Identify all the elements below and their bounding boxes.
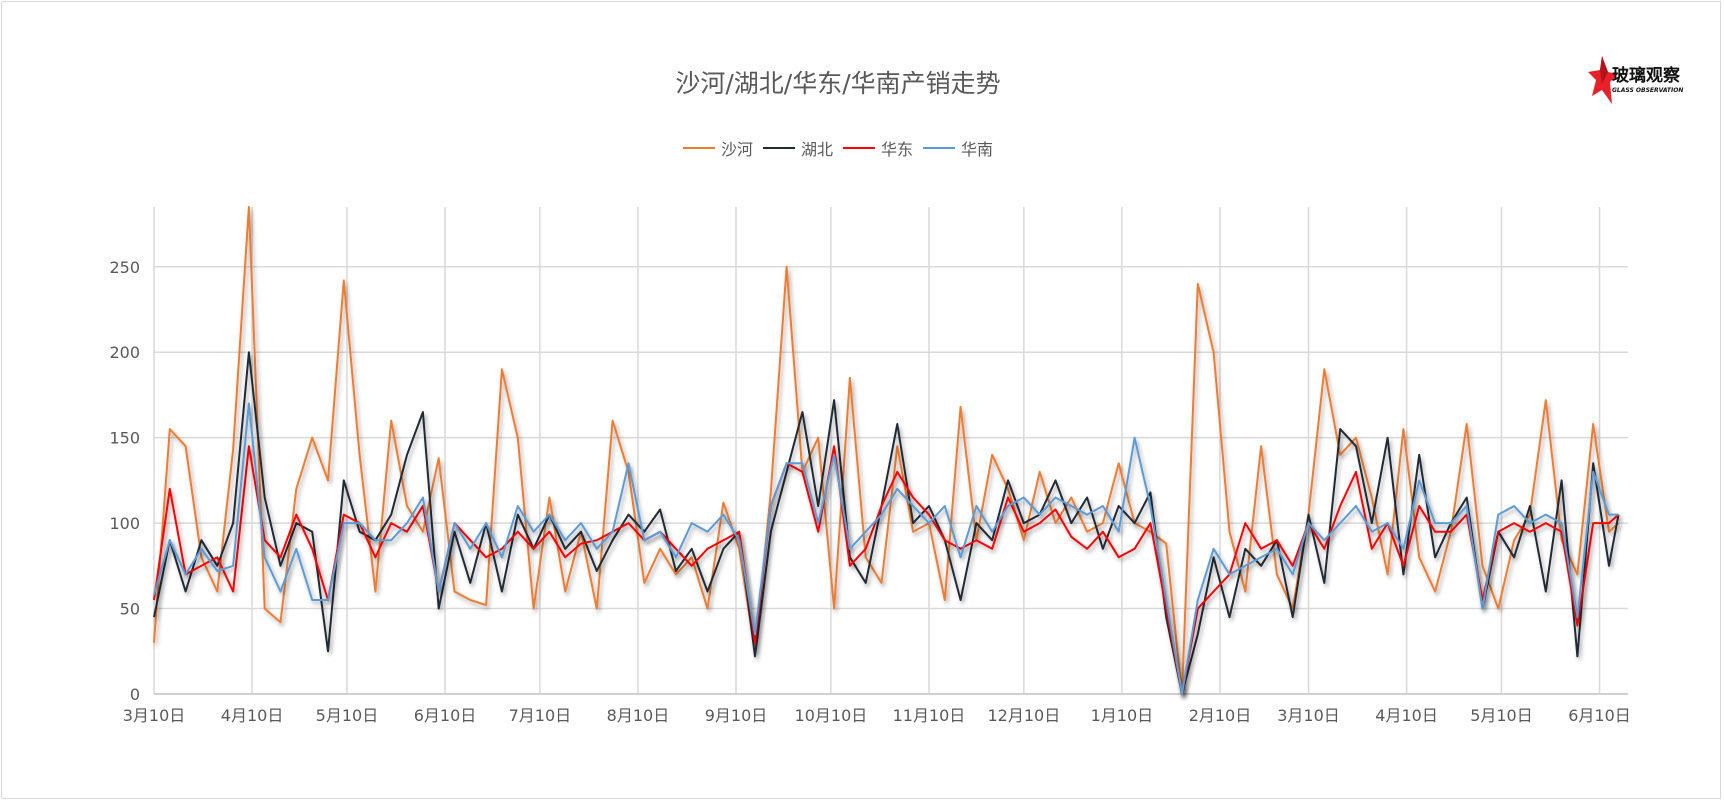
series-line-湖北 bbox=[153, 351, 1620, 695]
legend-swatch bbox=[843, 147, 875, 149]
legend-label: 湖北 bbox=[800, 140, 833, 159]
x-tick-label: 12月10日 bbox=[987, 706, 1060, 725]
x-tick-label: 6月10日 bbox=[1568, 706, 1631, 725]
logo-text-cn: 玻璃观察 bbox=[1612, 65, 1681, 86]
x-tick-label: 6月10日 bbox=[414, 706, 477, 725]
legend-item-shahe[interactable]: 沙河 bbox=[682, 136, 753, 160]
y-tick-label: 150 bbox=[109, 429, 140, 448]
legend-label: 华东 bbox=[881, 140, 914, 159]
logo-text-en: GLASS OBSERVATION bbox=[1612, 87, 1683, 94]
y-tick-label: 200 bbox=[109, 343, 140, 362]
x-tick-label: 5月10日 bbox=[1470, 706, 1533, 725]
x-tick-label: 5月10日 bbox=[316, 706, 379, 725]
x-tick-label: 1月10日 bbox=[1091, 706, 1154, 725]
x-tick-label: 4月10日 bbox=[221, 706, 284, 725]
legend-item-hubei[interactable]: 湖北 bbox=[762, 136, 833, 160]
x-tick-label: 7月10日 bbox=[509, 706, 572, 725]
legend: 沙河 湖北 华东 华南 bbox=[0, 136, 1676, 160]
x-tick-label: 3月10日 bbox=[123, 706, 186, 725]
glass-observation-logo: 玻璃观察 GLASS OBSERVATION bbox=[1588, 54, 1698, 106]
legend-swatch bbox=[762, 147, 795, 149]
legend-swatch bbox=[682, 147, 715, 149]
legend-item-huadong[interactable]: 华东 bbox=[843, 136, 913, 160]
series-line-华南 bbox=[153, 402, 1619, 695]
y-tick-label: 0 bbox=[130, 685, 140, 704]
series-0 bbox=[153, 206, 1620, 695]
legend-label: 华南 bbox=[961, 140, 994, 159]
series-line-华东 bbox=[153, 445, 1620, 695]
x-tick-label: 8月10日 bbox=[607, 706, 670, 725]
x-tick-label: 2月10日 bbox=[1189, 706, 1252, 725]
x-tick-label: 11月10日 bbox=[893, 706, 966, 725]
y-tick-label: 50 bbox=[120, 600, 140, 619]
legend-label: 沙河 bbox=[720, 140, 753, 159]
legend-swatch bbox=[923, 147, 956, 149]
series-3 bbox=[153, 402, 1619, 695]
x-tick-label: 4月10日 bbox=[1375, 706, 1438, 725]
star-logo-icon: 玻璃观察 GLASS OBSERVATION bbox=[1588, 56, 1683, 104]
chart-title: 沙河/湖北/华东/华南产销走势 bbox=[675, 69, 1001, 98]
series-line-沙河 bbox=[153, 206, 1620, 695]
x-tick-label: 3月10日 bbox=[1277, 706, 1340, 725]
x-tick-label: 10月10日 bbox=[795, 706, 868, 725]
y-tick-label: 100 bbox=[109, 514, 140, 533]
legend-item-huanan[interactable]: 华南 bbox=[923, 136, 993, 160]
x-tick-label: 9月10日 bbox=[705, 706, 768, 725]
y-tick-label: 250 bbox=[109, 258, 140, 277]
